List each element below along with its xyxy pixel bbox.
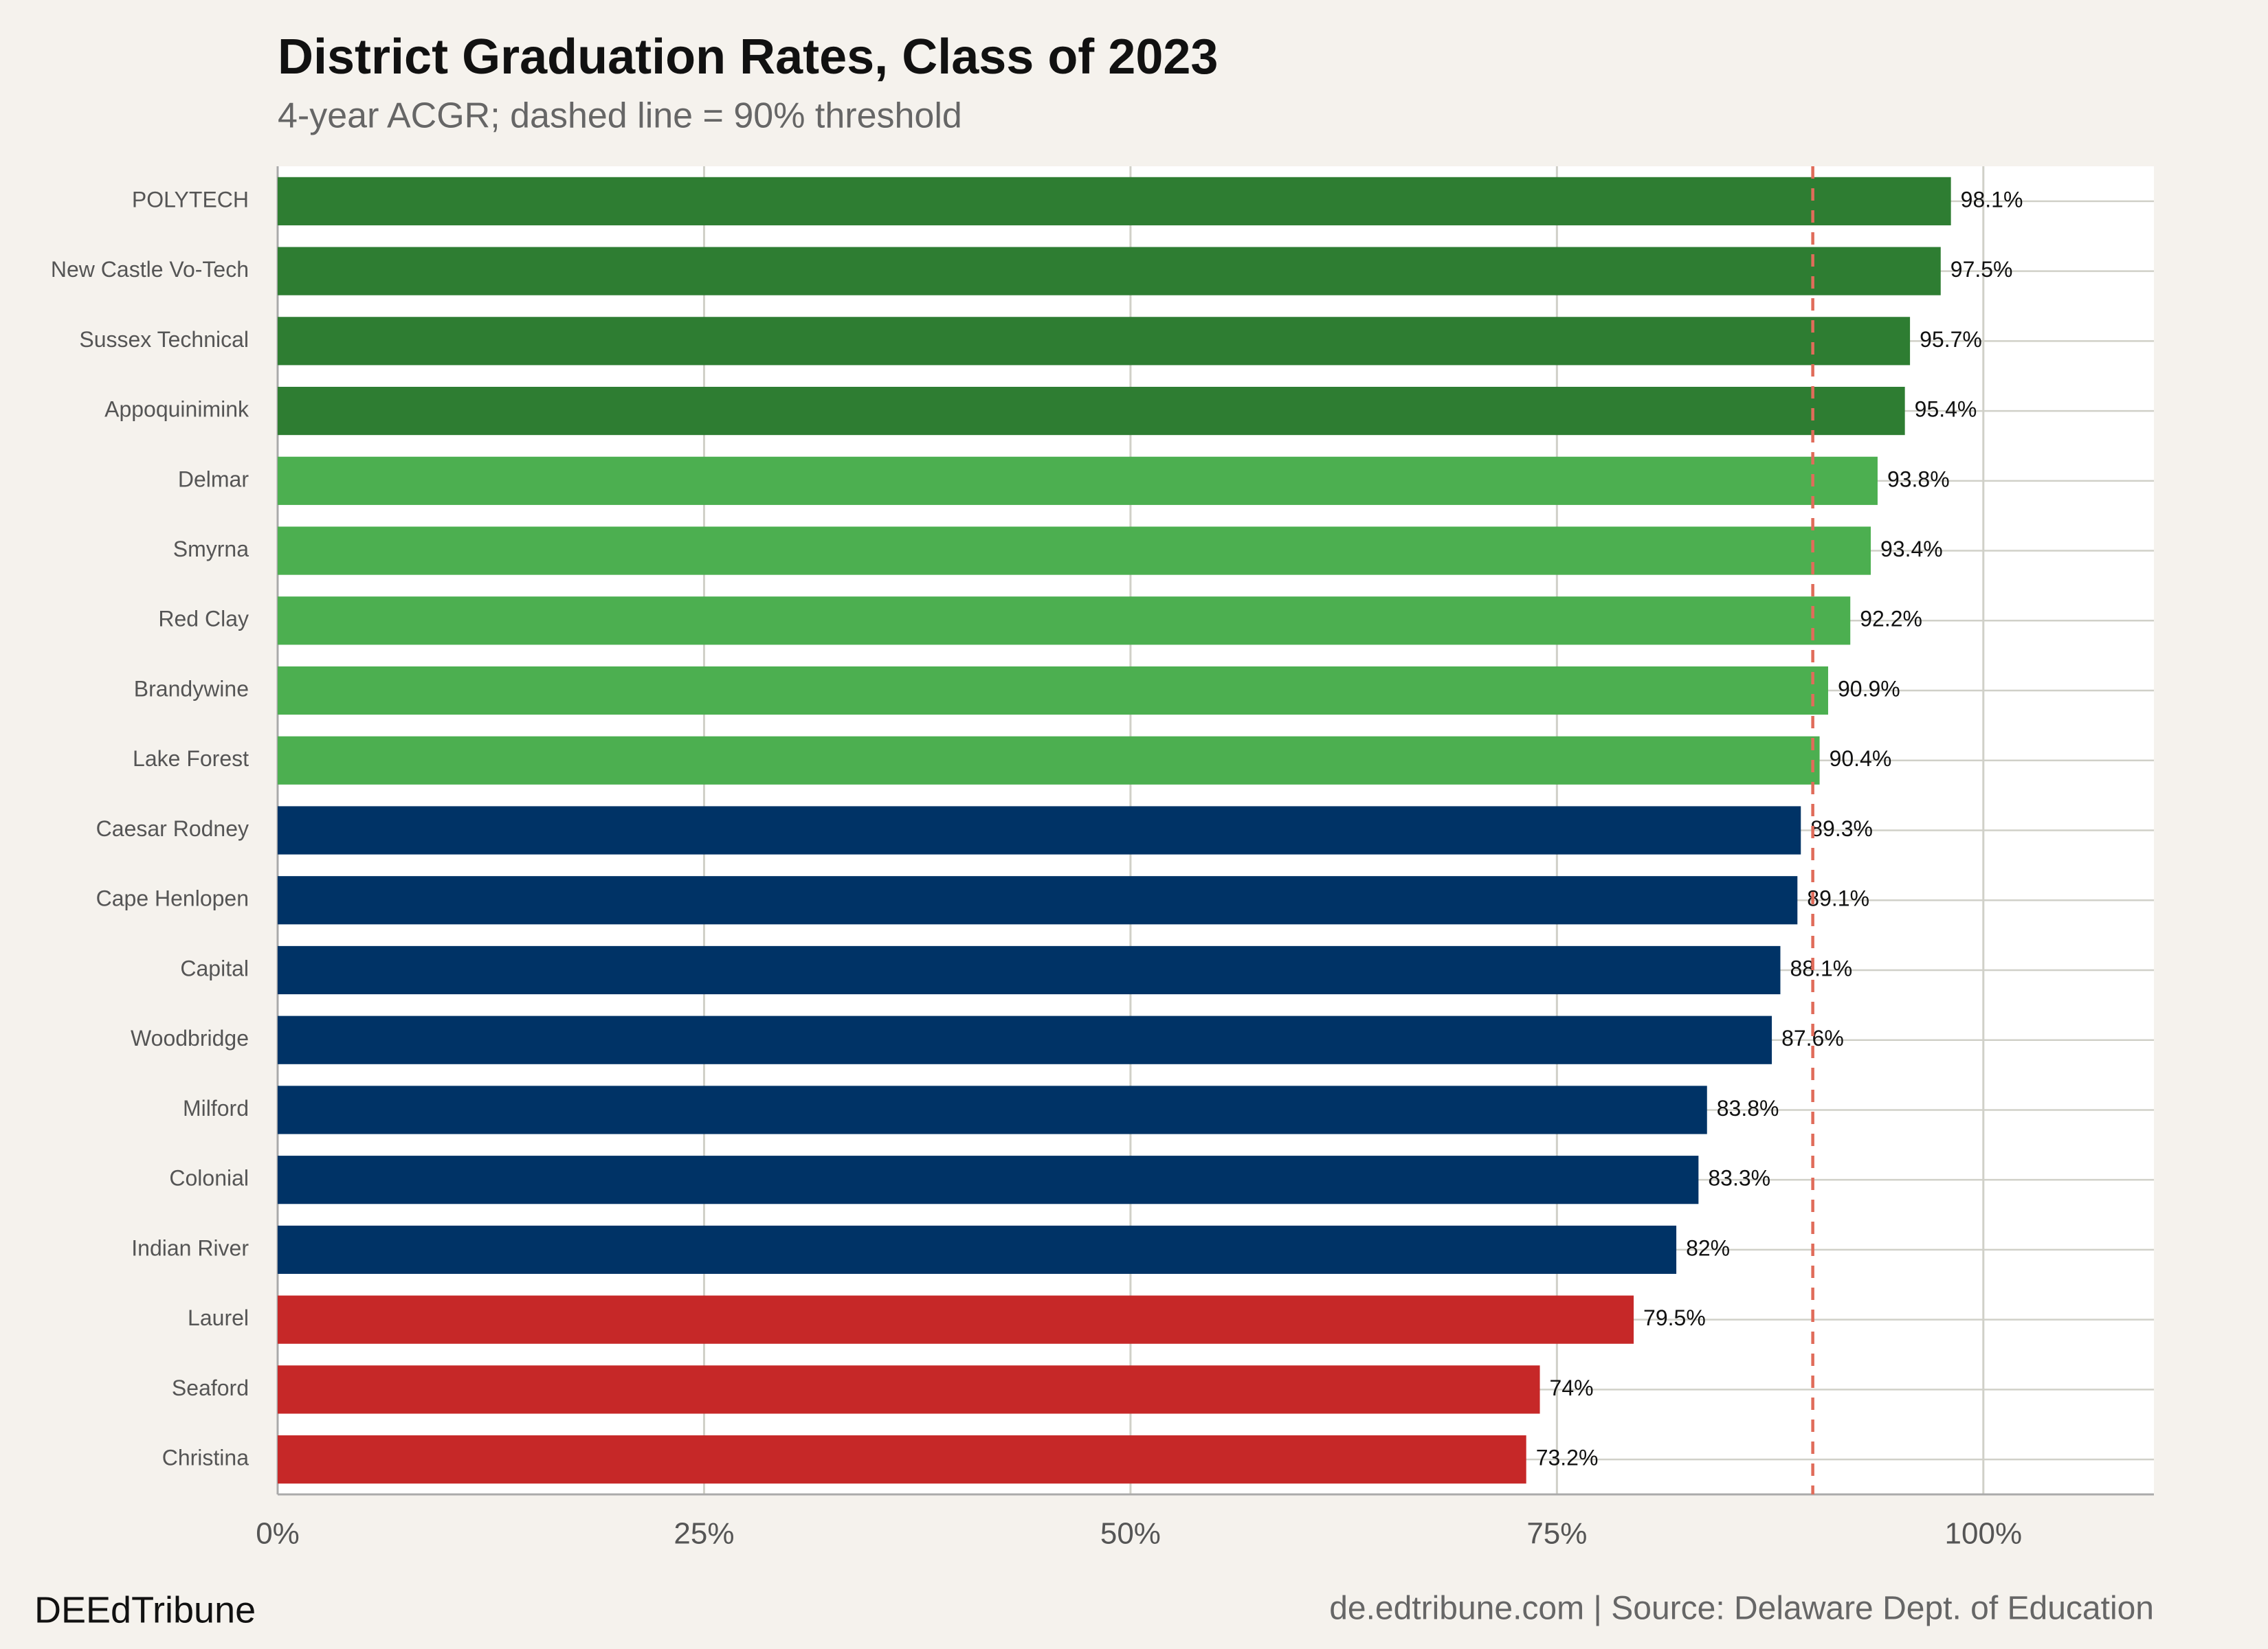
bar: [278, 666, 1828, 715]
bar: [278, 177, 1951, 225]
value-label: 95.4%: [1915, 397, 1977, 422]
y-tick-label: Sussex Technical: [79, 327, 249, 352]
y-tick-label: Capital: [180, 956, 249, 980]
value-label: 92.2%: [1860, 607, 1922, 631]
value-label: 79.5%: [1643, 1305, 1706, 1330]
bar: [278, 736, 1820, 785]
y-tick-label: Cape Henlopen: [96, 886, 249, 911]
bar: [278, 876, 1798, 925]
bar: [278, 1086, 1707, 1134]
chart-title: District Graduation Rates, Class of 2023: [278, 30, 1218, 85]
bar: [278, 1365, 1540, 1414]
bar: [278, 1016, 1772, 1064]
bar: [278, 1295, 1634, 1344]
x-tick-label: 0%: [256, 1517, 300, 1551]
bar: [278, 526, 1871, 575]
value-label: 89.3%: [1810, 816, 1873, 841]
y-tick-label: Brandywine: [134, 676, 249, 701]
value-label: 83.3%: [1708, 1166, 1770, 1191]
value-label: 73.2%: [1536, 1446, 1599, 1470]
y-tick-label: Laurel: [188, 1305, 249, 1330]
value-label: 83.8%: [1717, 1096, 1779, 1121]
value-label: 82%: [1686, 1235, 1730, 1260]
bar: [278, 596, 1851, 645]
source: de.edtribune.com | Source: Delaware Dept…: [1329, 1591, 2154, 1627]
y-tick-label: Caesar Rodney: [96, 816, 249, 841]
value-label: 74%: [1550, 1376, 1594, 1400]
value-label: 98.1%: [1961, 187, 2023, 212]
value-label: 88.1%: [1790, 956, 1852, 980]
x-tick-label: 100%: [1945, 1517, 2023, 1551]
bar: [278, 1435, 1526, 1484]
bar: [278, 1156, 1699, 1204]
value-label: 90.4%: [1830, 746, 1892, 771]
y-tick-label: Woodbridge: [131, 1026, 249, 1051]
value-label: 89.1%: [1807, 886, 1869, 911]
x-tick-label: 25%: [674, 1517, 734, 1551]
y-tick-label: New Castle Vo-Tech: [51, 257, 249, 282]
y-tick-label: Colonial: [169, 1166, 249, 1191]
bar: [278, 1225, 1677, 1275]
y-tick-label: Christina: [162, 1446, 249, 1470]
bar: [278, 945, 1781, 995]
y-tick-label: Smyrna: [173, 537, 249, 561]
value-label: 97.5%: [1950, 257, 2013, 282]
brand: DEEdTribune: [34, 1589, 256, 1630]
value-label: 90.9%: [1838, 676, 1900, 701]
value-label: 93.4%: [1880, 537, 1943, 561]
y-tick-label: Indian River: [131, 1235, 249, 1260]
x-tick-label: 50%: [1100, 1517, 1161, 1551]
bar: [278, 806, 1801, 855]
y-tick-label: Milford: [183, 1096, 249, 1121]
y-tick-label: POLYTECH: [132, 187, 249, 212]
y-tick-label: Red Clay: [158, 607, 249, 631]
y-tick-label: Delmar: [178, 467, 249, 491]
bar: [278, 317, 1911, 366]
bar: [278, 386, 1905, 436]
chart-subtitle: 4-year ACGR; dashed line = 90% threshold: [278, 96, 962, 136]
bar: [278, 247, 1941, 295]
y-tick-label: Seaford: [172, 1376, 249, 1400]
y-tick-label: Lake Forest: [133, 746, 249, 771]
value-label: 93.8%: [1887, 467, 1950, 491]
value-label: 95.7%: [1920, 327, 1982, 352]
y-tick-label: Appoquinimink: [104, 397, 249, 422]
bar: [278, 456, 1878, 505]
x-tick-label: 75%: [1526, 1517, 1587, 1551]
